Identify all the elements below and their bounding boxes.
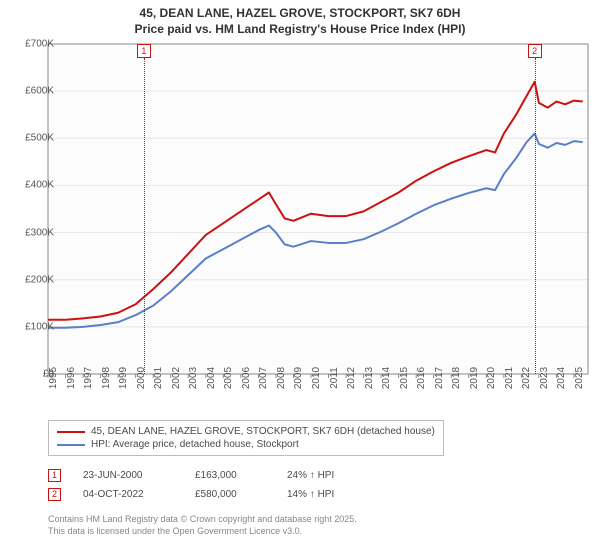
x-tick-label: 2006: [241, 367, 252, 389]
x-tick-label: 2009: [293, 367, 304, 389]
x-tick-label: 2002: [171, 367, 182, 389]
x-tick-label: 2021: [504, 367, 515, 389]
legend-swatch: [57, 444, 85, 446]
x-tick-label: 2016: [416, 367, 427, 389]
title-line-1: 45, DEAN LANE, HAZEL GROVE, STOCKPORT, S…: [10, 6, 590, 22]
x-tick-label: 2010: [311, 367, 322, 389]
x-tick-label: 2004: [206, 367, 217, 389]
legend-box: 45, DEAN LANE, HAZEL GROVE, STOCKPORT, S…: [48, 420, 444, 456]
footer-line-2: This data is licensed under the Open Gov…: [48, 526, 357, 538]
y-tick-label: £300K: [25, 227, 54, 238]
y-tick-label: £200K: [25, 274, 54, 285]
x-tick-label: 2017: [434, 367, 445, 389]
sale-price: £163,000: [195, 470, 265, 481]
x-tick-label: 2025: [574, 367, 585, 389]
sale-row: 1 23-JUN-2000 £163,000 24% ↑ HPI: [48, 466, 334, 485]
legend-swatch: [57, 431, 85, 433]
sale-marker-icon: 1: [48, 469, 61, 482]
chart-svg: [48, 44, 588, 374]
y-tick-label: £400K: [25, 180, 54, 191]
sale-date: 23-JUN-2000: [83, 470, 173, 481]
sale-date: 04-OCT-2022: [83, 489, 173, 500]
x-tick-label: 2020: [486, 367, 497, 389]
sale-row: 2 04-OCT-2022 £580,000 14% ↑ HPI: [48, 485, 334, 504]
x-tick-label: 1997: [83, 367, 94, 389]
x-tick-label: 2014: [381, 367, 392, 389]
y-tick-label: £100K: [25, 321, 54, 332]
x-tick-label: 1996: [66, 367, 77, 389]
y-tick-label: £600K: [25, 86, 54, 97]
sale-marker-id: 1: [52, 470, 57, 480]
x-tick-label: 1995: [48, 367, 59, 389]
x-tick-label: 2022: [521, 367, 532, 389]
x-tick-label: 2011: [329, 367, 340, 389]
x-tick-label: 2008: [276, 367, 287, 389]
y-tick-label: £500K: [25, 133, 54, 144]
x-tick-label: 2018: [451, 367, 462, 389]
sale-marker-icon: 2: [48, 488, 61, 501]
footer-attribution: Contains HM Land Registry data © Crown c…: [48, 514, 357, 537]
chart-container: 45, DEAN LANE, HAZEL GROVE, STOCKPORT, S…: [0, 0, 600, 560]
x-tick-label: 2013: [364, 367, 375, 389]
sale-price: £580,000: [195, 489, 265, 500]
x-tick-label: 2005: [223, 367, 234, 389]
sale-marker-line: [144, 58, 145, 374]
x-tick-label: 2007: [258, 367, 269, 389]
sale-marker-box: 2: [528, 44, 542, 58]
sale-marker-line: [535, 58, 536, 374]
sale-delta: 24% ↑ HPI: [287, 470, 334, 481]
x-tick-label: 2019: [469, 367, 480, 389]
legend-row: 45, DEAN LANE, HAZEL GROVE, STOCKPORT, S…: [57, 425, 435, 438]
x-tick-label: 1998: [101, 367, 112, 389]
x-tick-label: 2015: [399, 367, 410, 389]
title-line-2: Price paid vs. HM Land Registry's House …: [10, 22, 590, 38]
chart-plot-area: [48, 44, 588, 374]
title-block: 45, DEAN LANE, HAZEL GROVE, STOCKPORT, S…: [0, 0, 600, 39]
sale-delta: 14% ↑ HPI: [287, 489, 334, 500]
legend-row: HPI: Average price, detached house, Stoc…: [57, 438, 435, 451]
x-tick-label: 2003: [188, 367, 199, 389]
x-tick-label: 2000: [136, 367, 147, 389]
x-tick-label: 2023: [539, 367, 550, 389]
x-tick-label: 2024: [556, 367, 567, 389]
x-tick-label: 2012: [346, 367, 357, 389]
sale-marker-box: 1: [137, 44, 151, 58]
footer-line-1: Contains HM Land Registry data © Crown c…: [48, 514, 357, 526]
y-tick-label: £700K: [25, 39, 54, 50]
x-tick-label: 1999: [118, 367, 129, 389]
x-tick-label: 2001: [153, 367, 164, 389]
legend-label: HPI: Average price, detached house, Stoc…: [91, 439, 299, 450]
sale-marker-id: 2: [52, 489, 57, 499]
sales-block: 1 23-JUN-2000 £163,000 24% ↑ HPI 2 04-OC…: [48, 466, 334, 504]
legend-label: 45, DEAN LANE, HAZEL GROVE, STOCKPORT, S…: [91, 426, 435, 437]
